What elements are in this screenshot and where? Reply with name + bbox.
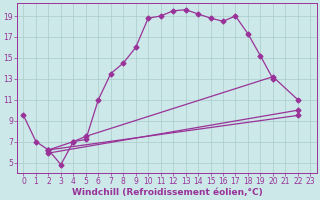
X-axis label: Windchill (Refroidissement éolien,°C): Windchill (Refroidissement éolien,°C) <box>72 188 262 197</box>
